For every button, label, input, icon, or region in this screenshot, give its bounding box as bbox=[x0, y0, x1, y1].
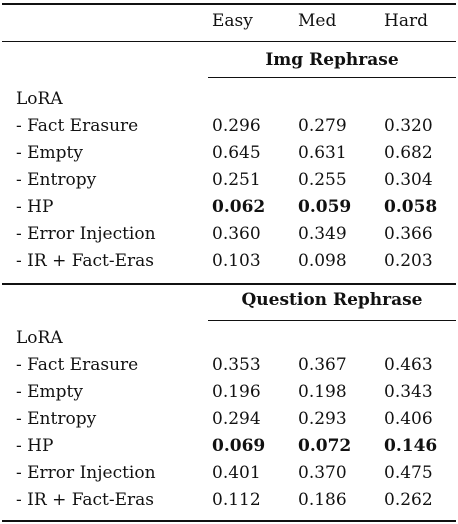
group-label: LoRA bbox=[16, 328, 63, 348]
row-label: - IR + Fact-Eras bbox=[16, 251, 154, 271]
table-row-best: - HP 0.062 0.059 0.058 bbox=[0, 197, 458, 224]
column-header-hard: Hard bbox=[384, 11, 428, 31]
cell-med: 0.059 bbox=[298, 197, 352, 217]
cell-hard: 0.406 bbox=[384, 409, 433, 429]
cell-med: 0.186 bbox=[298, 490, 347, 510]
cell-hard: 0.682 bbox=[384, 143, 433, 163]
table-row: - Error Injection 0.360 0.349 0.366 bbox=[0, 224, 458, 251]
section-rule-img-rephrase bbox=[208, 77, 456, 78]
cell-hard: 0.146 bbox=[384, 436, 438, 456]
row-label: - Entropy bbox=[16, 170, 97, 190]
table-row: - IR + Fact-Eras 0.103 0.098 0.203 bbox=[0, 251, 458, 278]
cell-easy: 0.645 bbox=[212, 143, 261, 163]
group-label: LoRA bbox=[16, 89, 63, 109]
cell-med: 0.370 bbox=[298, 463, 347, 483]
row-label: - Error Injection bbox=[16, 463, 156, 483]
table-row: - Fact Erasure 0.296 0.279 0.320 bbox=[0, 116, 458, 143]
cell-med: 0.072 bbox=[298, 436, 352, 456]
row-label: - Empty bbox=[16, 382, 83, 402]
row-label: - Fact Erasure bbox=[16, 116, 139, 136]
cell-med: 0.631 bbox=[298, 143, 347, 163]
table-row: - Empty 0.196 0.198 0.343 bbox=[0, 382, 458, 409]
cell-med: 0.198 bbox=[298, 382, 347, 402]
row-label: - Entropy bbox=[16, 409, 97, 429]
section-title-img-rephrase: Img Rephrase bbox=[265, 50, 399, 70]
table-row: - Entropy 0.294 0.293 0.406 bbox=[0, 409, 458, 436]
cell-med: 0.349 bbox=[298, 224, 347, 244]
cell-med: 0.098 bbox=[298, 251, 347, 271]
cell-easy: 0.296 bbox=[212, 116, 261, 136]
cell-easy: 0.103 bbox=[212, 251, 261, 271]
header-rule bbox=[2, 41, 456, 42]
column-header-easy: Easy bbox=[212, 11, 253, 31]
bottom-rule bbox=[2, 520, 456, 522]
cell-easy: 0.062 bbox=[212, 197, 266, 217]
group-label-row: LoRA bbox=[0, 328, 458, 355]
row-label: - Empty bbox=[16, 143, 83, 163]
cell-med: 0.367 bbox=[298, 355, 347, 375]
cell-hard: 0.343 bbox=[384, 382, 433, 402]
cell-med: 0.279 bbox=[298, 116, 347, 136]
row-label: - Error Injection bbox=[16, 224, 156, 244]
cell-easy: 0.360 bbox=[212, 224, 261, 244]
group-label-row: LoRA bbox=[0, 89, 458, 116]
table-row: - Fact Erasure 0.353 0.367 0.463 bbox=[0, 355, 458, 382]
row-label: - IR + Fact-Eras bbox=[16, 490, 154, 510]
row-label: - HP bbox=[16, 436, 54, 456]
column-header-med: Med bbox=[298, 11, 337, 31]
section-title-question-rephrase: Question Rephrase bbox=[241, 290, 423, 310]
cell-hard: 0.463 bbox=[384, 355, 433, 375]
table-row: - Empty 0.645 0.631 0.682 bbox=[0, 143, 458, 170]
row-label: - HP bbox=[16, 197, 54, 217]
cell-hard: 0.203 bbox=[384, 251, 433, 271]
cell-med: 0.255 bbox=[298, 170, 347, 190]
cell-easy: 0.112 bbox=[212, 490, 261, 510]
cell-easy: 0.353 bbox=[212, 355, 261, 375]
section-rule-question-rephrase bbox=[208, 320, 456, 321]
cell-easy: 0.069 bbox=[212, 436, 266, 456]
cell-hard: 0.262 bbox=[384, 490, 433, 510]
table-row: - IR + Fact-Eras 0.112 0.186 0.262 bbox=[0, 490, 458, 517]
cell-hard: 0.304 bbox=[384, 170, 433, 190]
cell-easy: 0.251 bbox=[212, 170, 261, 190]
cell-hard: 0.320 bbox=[384, 116, 433, 136]
cell-med: 0.293 bbox=[298, 409, 347, 429]
table-row-best: - HP 0.069 0.072 0.146 bbox=[0, 436, 458, 463]
cell-hard: 0.475 bbox=[384, 463, 433, 483]
table-row: - Error Injection 0.401 0.370 0.475 bbox=[0, 463, 458, 490]
cell-easy: 0.401 bbox=[212, 463, 261, 483]
table-row: - Entropy 0.251 0.255 0.304 bbox=[0, 170, 458, 197]
top-rule bbox=[2, 3, 456, 5]
section-divider-rule bbox=[2, 283, 456, 285]
cell-hard: 0.366 bbox=[384, 224, 433, 244]
row-label: - Fact Erasure bbox=[16, 355, 139, 375]
cell-hard: 0.058 bbox=[384, 197, 438, 217]
cell-easy: 0.294 bbox=[212, 409, 261, 429]
cell-easy: 0.196 bbox=[212, 382, 261, 402]
